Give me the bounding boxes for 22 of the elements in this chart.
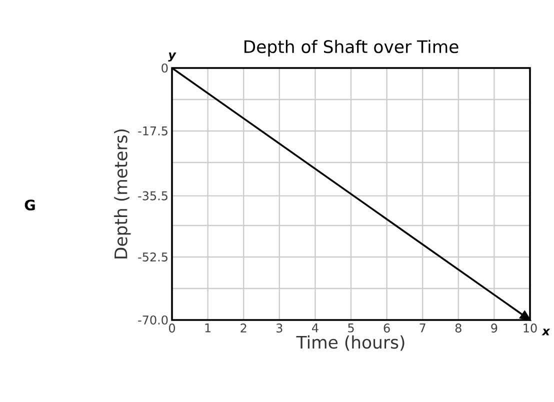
text: y (168, 52, 176, 62)
y-axis-title: Depth (meters) (114, 129, 131, 258)
y-tick-label: -70.0 (138, 315, 168, 325)
x-tick-label: 2 (240, 324, 246, 332)
y-tick-label: -35.5 (138, 191, 168, 200)
x-tick-label: 9 (491, 324, 498, 333)
x-tick-label: 6 (384, 324, 390, 333)
x-tick-label: 0 (168, 324, 176, 333)
y-tick-label: -17.5 (138, 126, 168, 136)
y-tick-label: -52.5 (138, 252, 168, 262)
x-tick-label: 8 (455, 324, 462, 333)
x-tick-label: 5 (348, 324, 354, 332)
y-tick-label: 0 (162, 63, 168, 73)
x-tick-label: 10 (524, 324, 537, 333)
x-tick-label: 7 (420, 324, 426, 332)
chart-title: Depth of Shaft over Time (244, 40, 458, 57)
x-tick-label: 1 (205, 324, 210, 332)
x-tick-label: 4 (312, 324, 318, 332)
text: x (542, 328, 550, 336)
x-tick-label: 3 (276, 324, 282, 333)
text: G (24, 200, 35, 210)
x-axis-title: Time (hours) (296, 335, 404, 351)
